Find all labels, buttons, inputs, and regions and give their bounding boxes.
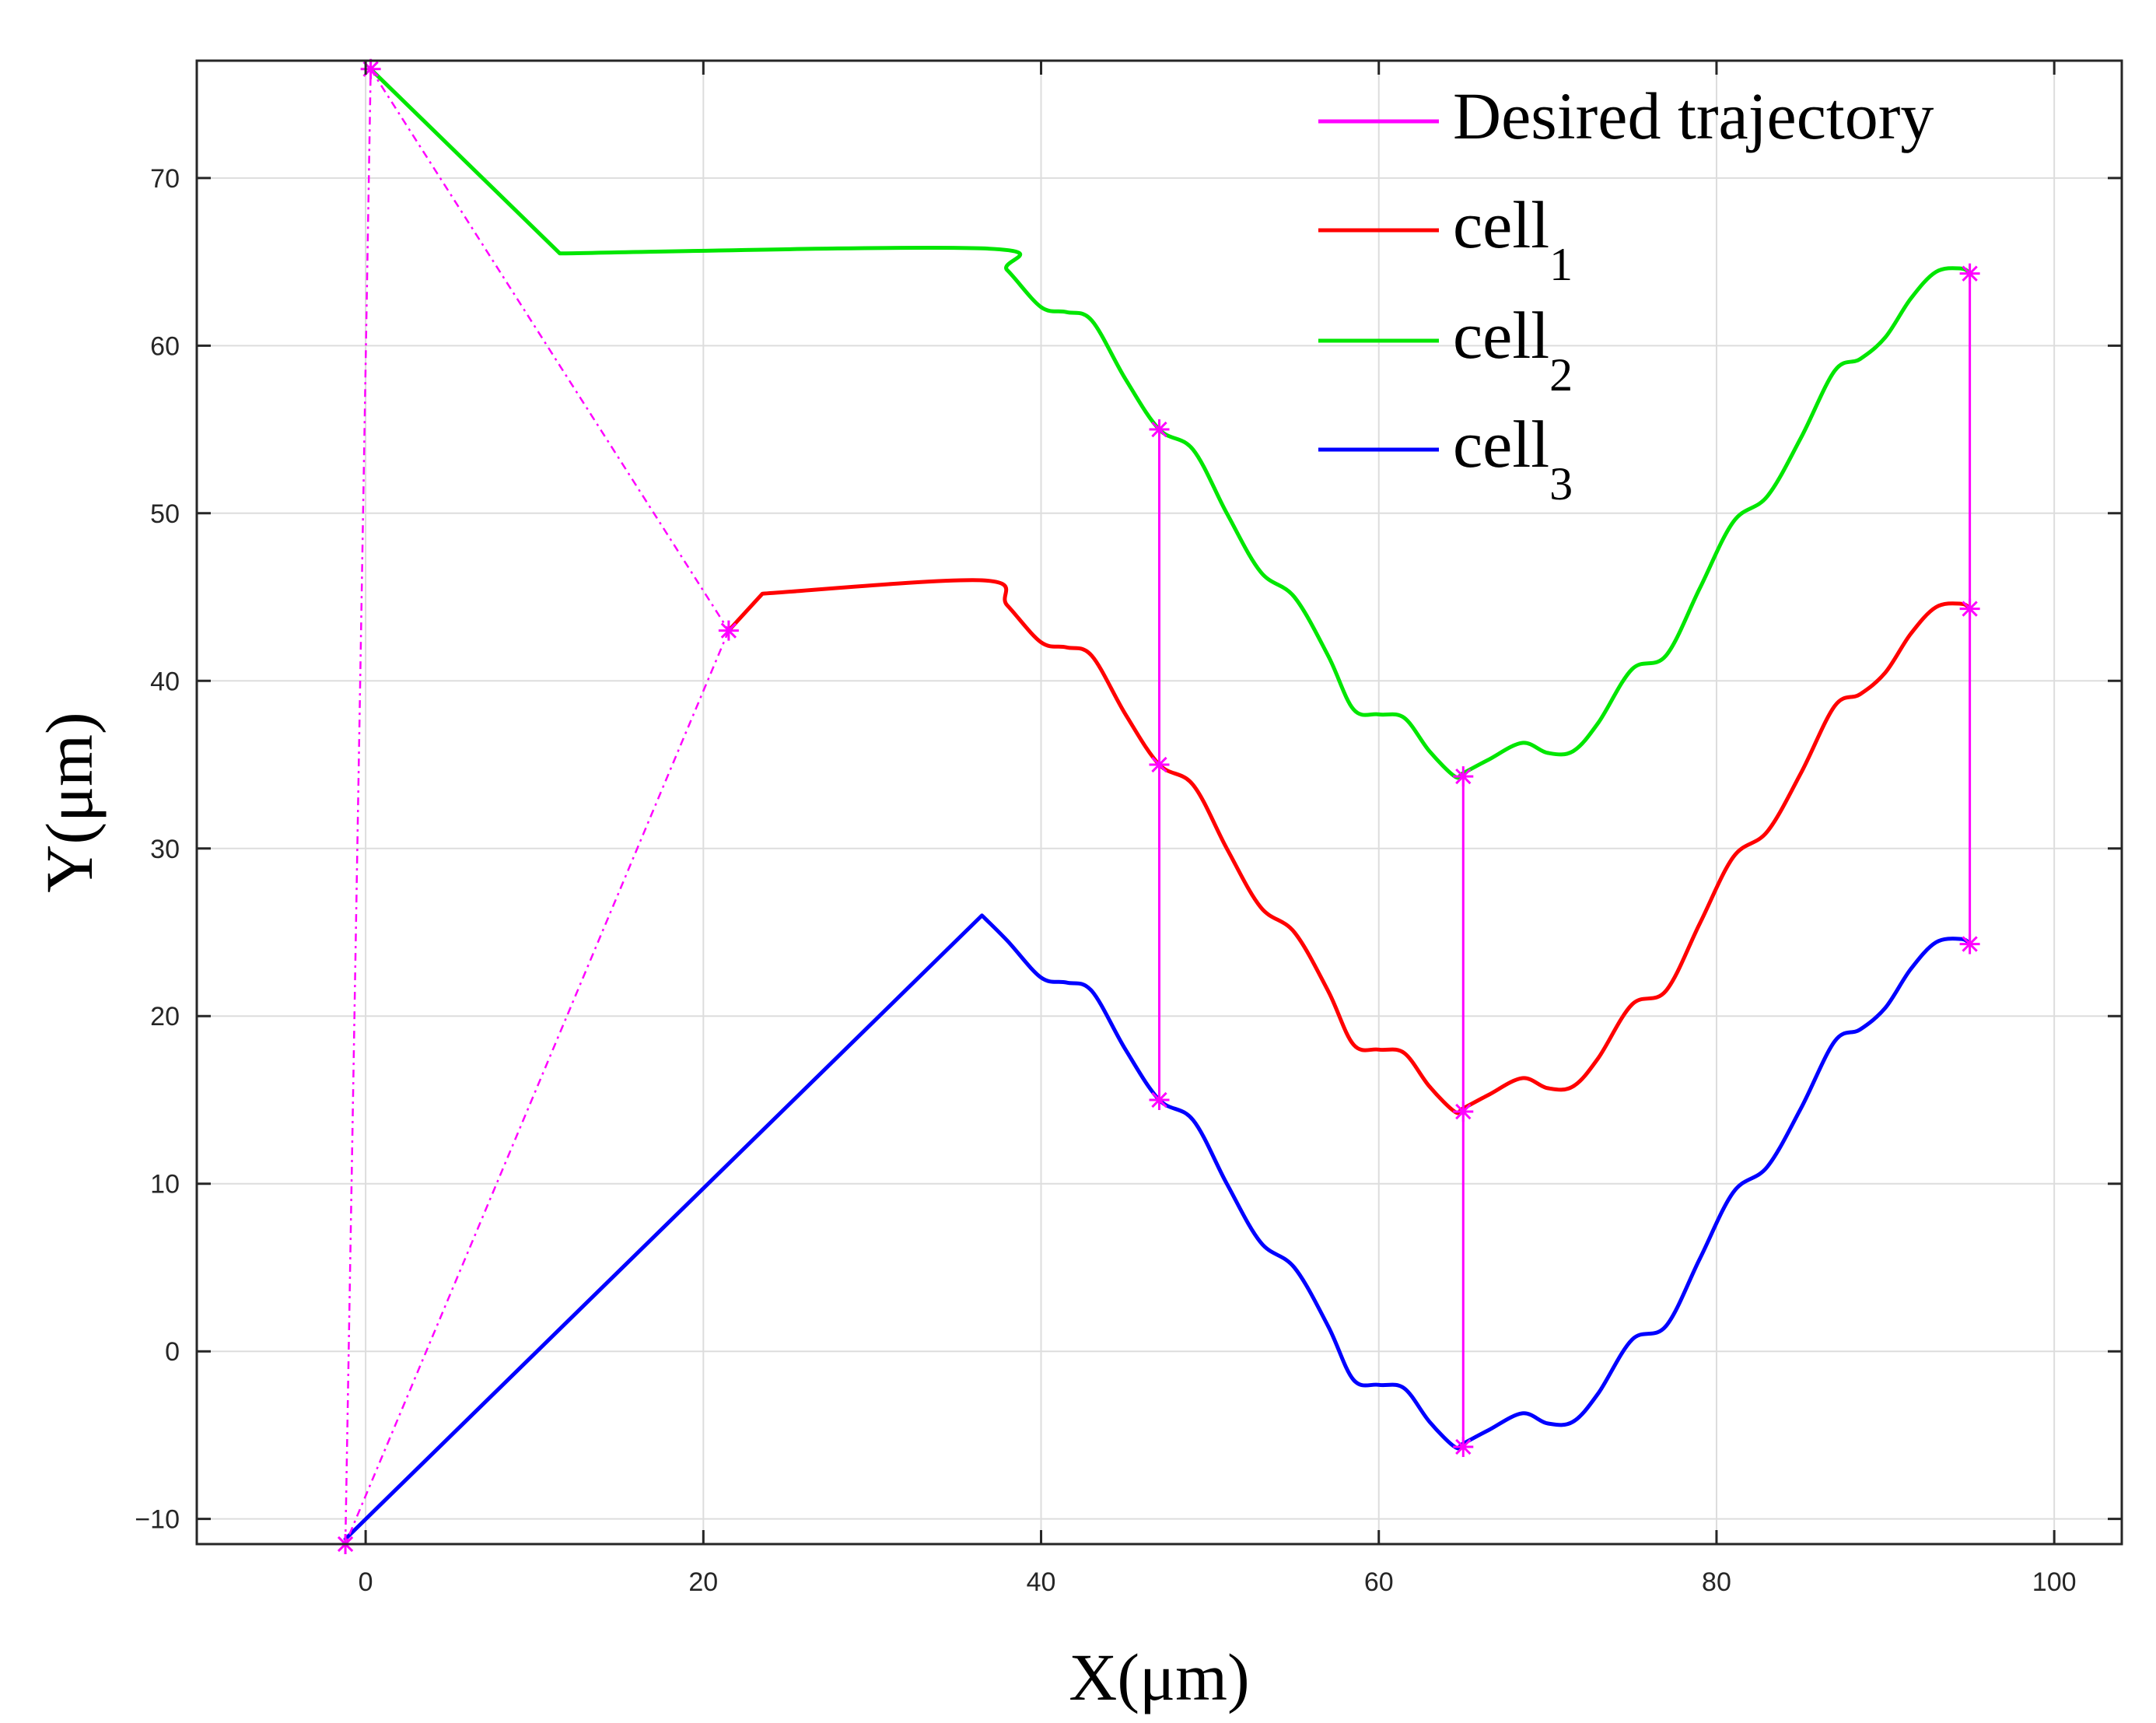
- desired-point-marker: [1959, 598, 1980, 619]
- y-tick-label: 0: [165, 1337, 180, 1367]
- y-tick-label: −10: [135, 1505, 180, 1535]
- marker-stroke: [1151, 1091, 1167, 1108]
- series-line-cell2: [369, 67, 1972, 780]
- x-tick-label: 80: [1702, 1567, 1731, 1597]
- y-axis-label: Y(μm): [32, 712, 107, 892]
- desired-point-marker: [1149, 419, 1170, 440]
- marker-stroke: [1151, 421, 1167, 438]
- legend-label-text: Desired trajectory: [1453, 79, 1934, 153]
- desired-trajectory-markers: [335, 58, 1980, 1554]
- marker-stroke: [1455, 768, 1472, 785]
- plot-frame: [195, 59, 2123, 1546]
- desired-dashed-link: [344, 68, 372, 1545]
- y-tick-label: 40: [150, 667, 180, 696]
- marker-stroke: [1151, 756, 1167, 773]
- legend-entry-desired: Desired trajectory: [1318, 79, 1934, 153]
- marker-stroke: [1962, 265, 1978, 282]
- desired-point-marker: [718, 620, 739, 641]
- marker-stroke: [1455, 1438, 1472, 1455]
- legend-label-text: cell: [1453, 407, 1549, 482]
- legend-label-cell1: cell1: [1453, 187, 1573, 290]
- x-tick-label: 20: [688, 1567, 718, 1597]
- legend-label-subscript: 2: [1549, 349, 1573, 401]
- y-tick-label: 50: [150, 499, 180, 529]
- desired-point-marker: [1453, 766, 1474, 787]
- marker-stroke: [720, 622, 737, 639]
- marker-stroke: [1455, 1103, 1472, 1120]
- desired-point-marker: [1453, 1101, 1474, 1122]
- marker-stroke: [1962, 601, 1978, 617]
- series-line-cell3: [343, 913, 1972, 1541]
- x-tick-label: 100: [2032, 1567, 2077, 1597]
- legend-entry-cell2: cell2: [1318, 298, 1573, 401]
- desired-point-marker: [1149, 755, 1170, 776]
- desired-point-marker: [1453, 1437, 1474, 1458]
- series-line-cell1: [726, 578, 1972, 1115]
- marker-stroke: [1962, 936, 1978, 952]
- x-tick-label: 60: [1364, 1567, 1394, 1597]
- tick-labels: 0 20 40 60 80 100 −10 0 10 20 30 40 50 60 70: [135, 164, 2076, 1597]
- axis-ticks: [197, 61, 2122, 1544]
- series-layer: [343, 67, 1972, 1541]
- y-tick-label: 60: [150, 331, 180, 361]
- legend-label-cell2: cell2: [1453, 298, 1573, 401]
- desired-point-marker: [1149, 1089, 1170, 1110]
- x-tick-label: 40: [1027, 1567, 1056, 1597]
- y-tick-label: 30: [150, 835, 180, 864]
- legend-label-desired: Desired trajectory: [1453, 79, 1934, 153]
- desired-point-marker: [1959, 263, 1980, 284]
- legend-label-subscript: 3: [1549, 458, 1573, 510]
- y-tick-label: 70: [150, 164, 180, 194]
- legend-label-subscript: 1: [1549, 239, 1573, 290]
- y-tick-label: 10: [150, 1170, 180, 1199]
- x-tick-label: 0: [359, 1567, 373, 1597]
- x-axis-label: X(μm): [1069, 1640, 1249, 1714]
- legend-label-text: cell: [1453, 298, 1549, 373]
- legend-label-cell3: cell3: [1453, 407, 1573, 510]
- legend-entry-cell3: cell3: [1318, 407, 1573, 510]
- y-tick-label: 20: [150, 1002, 180, 1031]
- desired-point-marker: [1959, 933, 1980, 954]
- desired-dashed-link: [369, 68, 730, 632]
- legend-label-text: cell: [1453, 187, 1549, 262]
- legend-entry-cell1: cell1: [1318, 187, 1573, 290]
